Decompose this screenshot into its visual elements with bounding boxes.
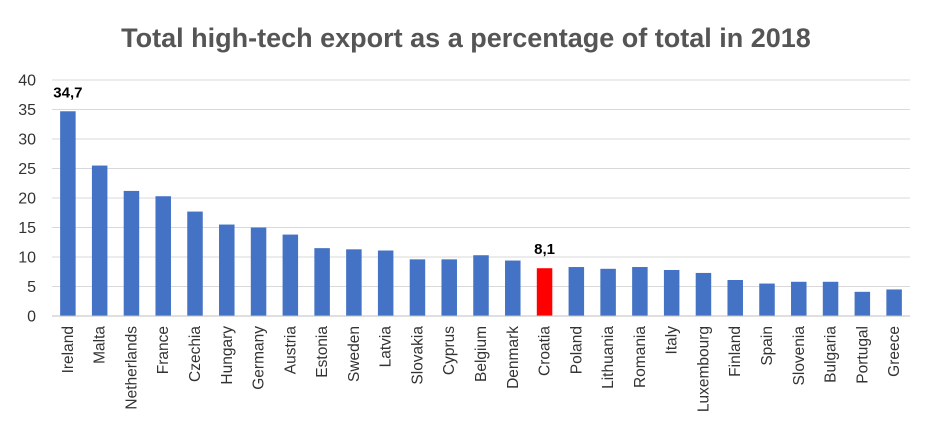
x-tick-label: Spain [759,326,776,366]
bar-luxembourg [695,272,712,316]
y-tick-label: 25 [18,161,36,178]
bar-greece [886,289,902,316]
x-tick-label: France [155,326,172,374]
y-tick-label: 20 [18,191,36,208]
x-tick-label: Czechia [187,326,204,382]
x-tick-label: Denmark [505,326,522,389]
x-tick-label: Lithuania [600,326,617,389]
x-axis-ticks: Ireland Malta Netherlands France Czechia Hung… [60,326,903,413]
bar-croatia [536,268,553,316]
bar-austria [282,234,299,316]
y-tick-label: 30 [18,132,36,149]
x-tick-label: Finland [727,326,744,377]
x-tick-label: Latvia [378,326,395,368]
bar-slovenia [791,281,807,316]
bar-malta [91,165,108,316]
bar-lithuania [600,268,616,316]
y-tick-label: 0 [27,309,36,326]
bar-germany [250,227,267,316]
bar-portugal [854,291,871,316]
x-tick-label: Slovakia [409,326,426,385]
x-tick-label: Ireland [60,326,77,373]
bar-estonia [314,248,330,316]
bar-cyprus [441,259,457,316]
data-label-ireland: 34,7 [53,84,82,101]
x-tick-label: Romania [632,326,649,388]
bar-latvia [377,250,394,316]
data-label-croatia: 8,1 [534,241,555,258]
bar-belgium [473,255,489,316]
x-tick-label: Poland [568,326,585,374]
bar-hungary [219,224,235,316]
x-tick-label: Luxembourg [695,326,712,412]
bar-finland [727,280,743,316]
bar-denmark [505,260,521,316]
y-tick-label: 10 [18,250,36,267]
x-tick-label: Belgium [473,326,490,382]
x-tick-label: Austria [282,326,299,375]
bar-sweden [346,249,362,316]
data-labels: 34,7 8,1 [53,84,555,258]
x-tick-label: Croatia [537,326,554,376]
x-tick-label: Slovenia [791,326,808,386]
bar-slovakia [409,259,426,316]
y-tick-label: 5 [27,279,36,296]
x-tick-label: Greece [886,326,903,377]
x-tick-label: Germany [251,326,268,390]
x-tick-label: Cyprus [441,326,458,375]
y-tick-label: 15 [18,220,36,237]
x-tick-label: Portugal [854,326,871,384]
bar-ireland [60,111,76,317]
bar-bulgaria [822,281,839,316]
x-tick-label: Bulgaria [823,326,840,383]
bars [60,111,902,317]
x-tick-label: Estonia [314,326,331,378]
x-tick-label: Malta [92,326,109,364]
bar-france [155,196,171,316]
y-axis-ticks: 0 5 10 15 20 25 30 35 40 [18,73,36,326]
x-tick-label: Italy [664,326,681,355]
y-tick-label: 35 [18,102,36,119]
bar-romania [632,267,648,316]
chart-title: Total high-tech export as a percentage o… [121,23,811,53]
x-tick-label: Sweden [346,326,363,382]
bar-poland [568,267,585,316]
bar-netherlands [123,190,140,316]
bar-czechia [187,211,203,316]
bar-italy [663,269,680,316]
x-tick-label: Hungary [219,326,236,385]
x-tick-label: Netherlands [123,326,140,410]
y-tick-label: 40 [18,73,36,90]
bar-spain [759,283,775,316]
